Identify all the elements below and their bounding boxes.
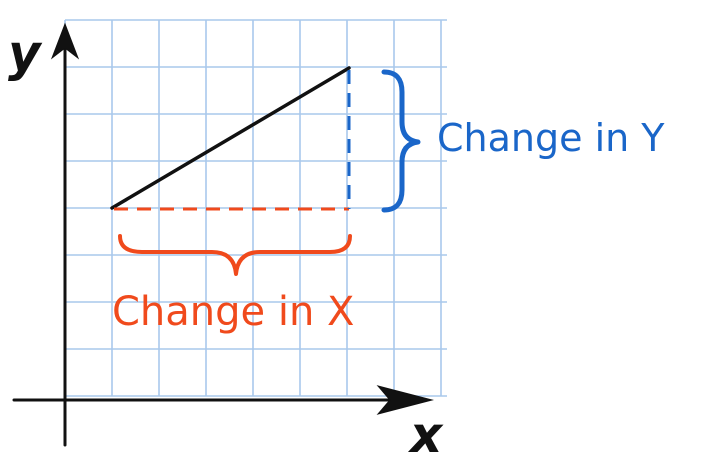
change-in-y-brace: [381, 69, 421, 213]
y-axis-arrowhead: [50, 22, 80, 60]
axes: [12, 22, 434, 447]
change-in-x-label: Change in X: [112, 289, 354, 335]
x-axis-arrowhead: [376, 385, 434, 415]
change-in-y-label: Change in Y: [437, 116, 665, 160]
sloped-line: [110, 66, 351, 210]
y-axis-label: y: [8, 24, 43, 82]
change-in-x-brace: [118, 234, 352, 276]
x-axis-label: x: [407, 406, 444, 461]
